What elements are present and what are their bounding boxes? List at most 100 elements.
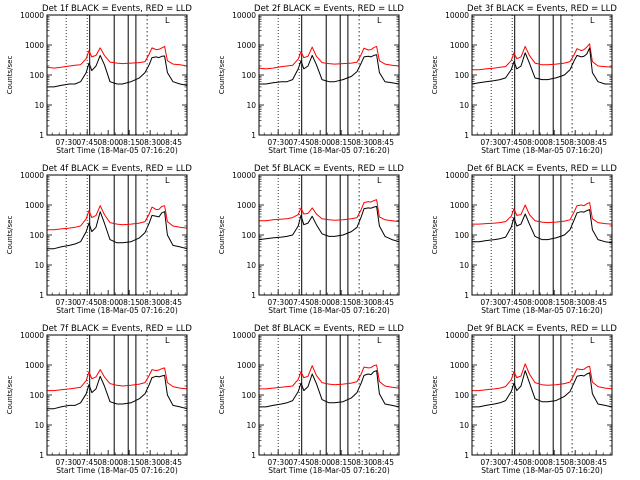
- y-tick-label: 10000: [232, 171, 256, 180]
- x-tick-label: 07:45: [288, 458, 310, 467]
- y-axis-label: Counts/sec: [431, 376, 439, 415]
- y-tick-label: 10: [246, 261, 256, 270]
- x-tick-label: 07:30: [267, 138, 289, 147]
- y-tick-label: 100: [455, 391, 470, 400]
- x-tick-label: 08:00: [97, 298, 119, 307]
- x-tick-label: 07:45: [76, 138, 98, 147]
- x-tick-label: 08:45: [372, 298, 394, 307]
- x-tick-label: 08:45: [160, 298, 182, 307]
- corner-marker: L: [590, 16, 595, 25]
- plot-frame: [46, 14, 188, 136]
- y-axis-label: Counts/sec: [6, 376, 14, 415]
- y-tick-label: 100: [242, 391, 257, 400]
- y-tick-label: 10000: [20, 331, 44, 340]
- y-tick-label: 1: [39, 131, 44, 140]
- corner-marker: L: [377, 16, 382, 25]
- y-axis-label: Counts/sec: [6, 216, 14, 255]
- x-axis-label: Start Time (18-Mar-05 07:16:20): [268, 306, 390, 315]
- x-tick-label: 08:45: [372, 458, 394, 467]
- series-line-events: [259, 54, 400, 85]
- y-axis-label: Counts/sec: [218, 216, 226, 255]
- y-tick-label: 10: [246, 101, 256, 110]
- series-line-events: [47, 211, 188, 250]
- series-line-lld: [258, 45, 400, 70]
- plot-frame: [46, 334, 188, 456]
- y-tick-label: 10000: [232, 331, 256, 340]
- panel-title: Det 9f BLACK = Events, RED = LLD: [467, 324, 617, 334]
- panel-det-9: Det 9f BLACK = Events, RED = LLD Counts/s…: [431, 324, 617, 475]
- x-tick-label: 08:15: [543, 458, 565, 467]
- series-line-lld: [472, 43, 613, 71]
- y-tick-label: 10000: [20, 171, 44, 180]
- x-tick-label: 07:45: [76, 458, 98, 467]
- panel-det-5: Det 5f BLACK = Events, RED = LLD Counts/s…: [218, 164, 404, 315]
- x-tick-label: 08:00: [97, 138, 119, 147]
- x-tick-label: 08:00: [309, 298, 331, 307]
- plot-frame: [471, 174, 613, 296]
- y-tick-label: 100: [30, 71, 45, 80]
- x-tick-label: 08:15: [543, 298, 565, 307]
- x-tick-label: 07:45: [501, 298, 523, 307]
- plot-frame: [471, 334, 613, 456]
- x-tick-label: 08:15: [330, 298, 352, 307]
- series-line-events: [47, 54, 188, 88]
- x-tick-label: 08:15: [118, 298, 140, 307]
- y-tick-label: 10: [459, 261, 469, 270]
- y-tick-label: 100: [455, 231, 470, 240]
- corner-marker: L: [377, 336, 382, 345]
- y-tick-label: 100: [30, 391, 45, 400]
- series-line-events: [471, 47, 612, 85]
- x-tick-label: 07:30: [55, 458, 77, 467]
- y-tick-label: 1: [39, 291, 44, 300]
- x-tick-label: 07:45: [288, 138, 310, 147]
- y-tick-label: 1: [39, 451, 44, 460]
- series-line-lld: [472, 202, 613, 225]
- plot-frame: [471, 14, 613, 136]
- x-tick-label: 08:45: [160, 138, 182, 147]
- x-tick-label: 07:30: [480, 138, 502, 147]
- x-tick-label: 07:30: [55, 298, 77, 307]
- series-line-events: [259, 370, 400, 408]
- x-tick-label: 08:45: [585, 138, 607, 147]
- y-tick-label: 1: [251, 451, 256, 460]
- y-tick-label: 1000: [25, 201, 44, 210]
- corner-marker: L: [590, 176, 595, 185]
- panel-det-8: Det 8f BLACK = Events, RED = LLD Counts/s…: [218, 324, 404, 475]
- panel-title: Det 8f BLACK = Events, RED = LLD: [254, 324, 404, 334]
- y-tick-label: 100: [242, 231, 257, 240]
- x-tick-label: 08:30: [139, 138, 161, 147]
- y-tick-label: 1: [251, 131, 256, 140]
- x-tick-label: 08:00: [97, 458, 119, 467]
- y-tick-label: 1000: [450, 41, 469, 50]
- panel-det-2: Det 2f BLACK = Events, RED = LLD Counts/s…: [218, 4, 404, 155]
- x-tick-label: 08:00: [522, 458, 544, 467]
- panel-det-3: Det 3f BLACK = Events, RED = LLD Counts/s…: [431, 4, 617, 155]
- y-tick-label: 100: [30, 231, 45, 240]
- x-tick-label: 08:15: [330, 458, 352, 467]
- y-tick-label: 1000: [25, 361, 44, 370]
- series-line-events: [472, 370, 613, 408]
- y-tick-label: 1: [464, 451, 469, 460]
- x-tick-label: 08:45: [160, 458, 182, 467]
- corner-marker: L: [165, 176, 170, 185]
- y-tick-label: 1000: [25, 41, 44, 50]
- panel-title: Det 1f BLACK = Events, RED = LLD: [42, 4, 192, 14]
- x-axis-label: Start Time (18-Mar-05 07:16:20): [481, 466, 603, 475]
- y-tick-label: 10: [459, 101, 469, 110]
- x-tick-label: 08:00: [309, 138, 331, 147]
- panel-title: Det 5f BLACK = Events, RED = LLD: [254, 164, 404, 174]
- x-tick-label: 08:30: [564, 298, 586, 307]
- y-tick-label: 10: [34, 261, 44, 270]
- y-tick-label: 10000: [20, 11, 44, 20]
- x-tick-label: 08:30: [351, 298, 373, 307]
- series-line-lld: [46, 45, 188, 69]
- x-axis-label: Start Time (18-Mar-05 07:16:20): [56, 306, 178, 315]
- series-line-lld: [47, 367, 188, 392]
- x-tick-label: 08:00: [309, 458, 331, 467]
- x-tick-label: 08:15: [330, 138, 352, 147]
- y-axis-label: Counts/sec: [6, 56, 14, 95]
- x-tick-label: 08:00: [522, 138, 544, 147]
- x-tick-label: 08:45: [585, 458, 607, 467]
- x-tick-label: 08:30: [351, 458, 373, 467]
- y-tick-label: 1000: [237, 201, 256, 210]
